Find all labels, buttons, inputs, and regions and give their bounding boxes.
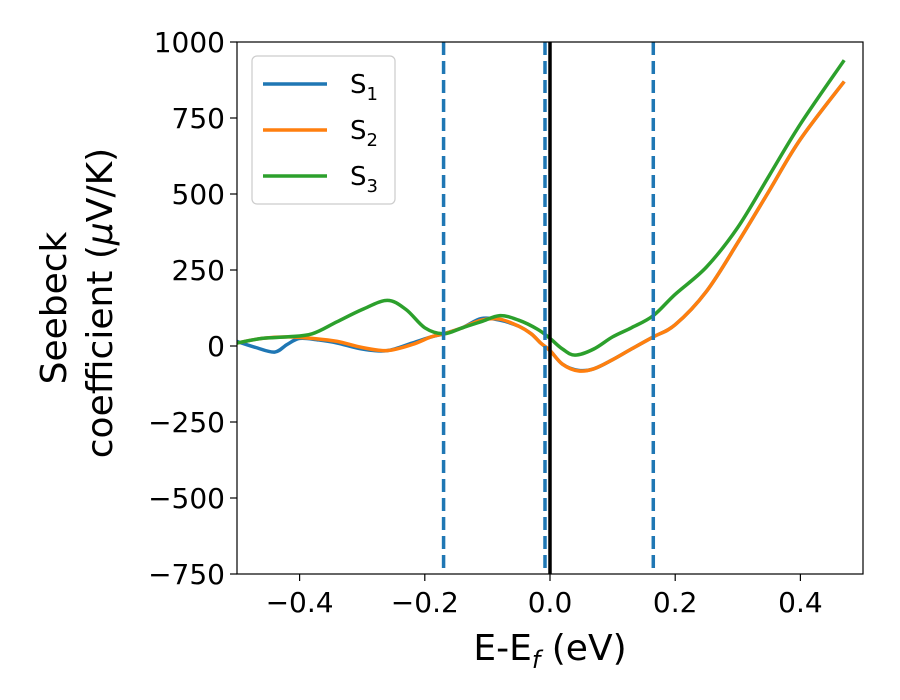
- y-tick-label: −750: [148, 558, 225, 591]
- plot-frame: [236, 41, 864, 575]
- y-tick-label: −500: [148, 482, 225, 515]
- legend-label-s1: S1: [350, 70, 378, 105]
- series-line-s3: [237, 59, 846, 357]
- legend-label-s2: S2: [350, 116, 378, 151]
- x-tick-label: −0.4: [266, 586, 334, 619]
- y-tick-label: 1000: [154, 26, 225, 59]
- x-tick-label: −0.2: [391, 586, 459, 619]
- y-axis-label-line1: Seebeck: [34, 231, 75, 384]
- y-tick-label: 0: [207, 330, 225, 363]
- y-tick-label: −250: [148, 406, 225, 439]
- legend-label-s3: S3: [350, 162, 378, 197]
- legend: S1 S2 S3: [251, 55, 396, 205]
- y-tick-label: 250: [172, 254, 225, 287]
- series-line-s2: [237, 80, 846, 373]
- x-axis-label: E-Ef (eV): [473, 628, 626, 674]
- reference-lines: [441, 42, 656, 574]
- x-tick-label: 0.2: [653, 586, 698, 619]
- y-axis-ticks: −750 −500 −250 0 250 500 750 1000: [148, 26, 237, 591]
- y-axis-label-line2: coefficient (μV/K): [80, 148, 121, 458]
- y-tick-label: 500: [172, 178, 225, 211]
- x-axis-ticks: −0.4 −0.2 0.0 0.2 0.4: [266, 574, 823, 619]
- y-tick-label: 750: [172, 102, 225, 135]
- x-tick-label: 0.0: [528, 586, 573, 619]
- x-tick-label: 0.4: [778, 586, 823, 619]
- series-lines: [237, 59, 846, 373]
